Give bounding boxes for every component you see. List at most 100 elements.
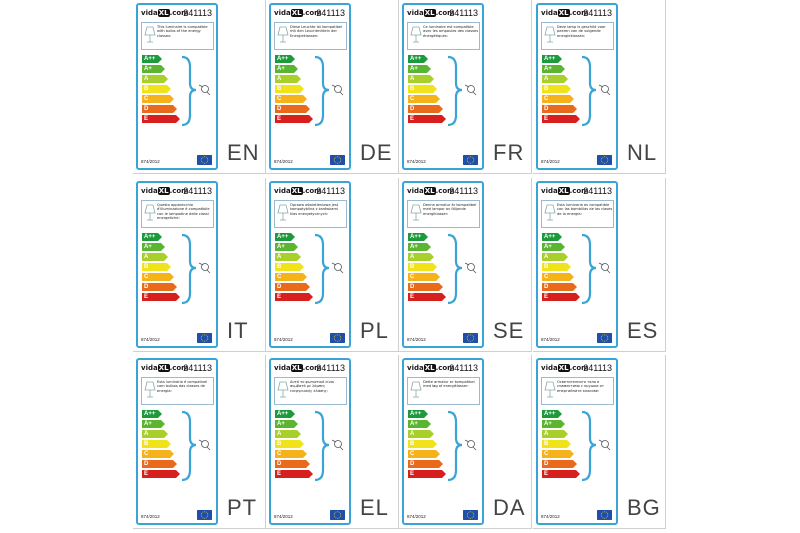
model-number: 241113 <box>583 8 612 18</box>
energy-class-bar: D <box>408 283 443 291</box>
regulation-number: 874/2012 <box>141 337 160 342</box>
energy-class-scale: A++ A+ A B C D E <box>408 233 448 303</box>
lamp-icon <box>544 381 556 398</box>
energy-class-bar: A++ <box>275 233 295 241</box>
brace-bulb-icon <box>314 410 344 482</box>
energy-class-letter: E <box>144 471 149 477</box>
model-number: 241113 <box>183 8 212 18</box>
energy-class-letter: A++ <box>544 411 556 417</box>
energy-class-letter: B <box>410 441 415 447</box>
energy-class-bar: E <box>408 470 446 478</box>
energy-class-letter: E <box>144 116 149 122</box>
energy-class-bar: B <box>275 440 304 448</box>
energy-class-bar: B <box>408 440 437 448</box>
energy-class-bar: E <box>142 293 180 301</box>
eu-flag-icon <box>597 510 612 520</box>
brace-bulb-icon <box>181 233 211 305</box>
energy-class-bar: D <box>542 460 577 468</box>
energy-label-cell-pt: vidaXL.com 241113 Esta luminária é compatí… <box>133 355 266 529</box>
energy-class-bar: A+ <box>408 65 431 73</box>
energy-class-letter: B <box>144 441 149 447</box>
brand-logo: vidaXL.com <box>274 364 322 372</box>
language-code: PL <box>360 318 389 343</box>
energy-class-letter: A++ <box>144 411 156 417</box>
energy-class-letter: A++ <box>144 234 156 240</box>
energy-class-letter: E <box>277 116 282 122</box>
energy-class-bar: A <box>408 75 434 83</box>
energy-label-cell-se: vidaXL.com 241113 Denna armatur är kompati… <box>399 178 532 352</box>
energy-class-scale: A++ A+ A B C D E <box>142 233 182 303</box>
model-number: 241113 <box>449 363 478 373</box>
language-code: EL <box>360 495 389 520</box>
model-number: 241113 <box>316 363 345 373</box>
brand-logo: vidaXL.com <box>274 9 322 17</box>
energy-class-bar: D <box>275 283 310 291</box>
energy-class-bar: D <box>275 460 310 468</box>
compatibility-statement: Esta luminaria es compatible con las bom… <box>557 203 613 216</box>
energy-class-letter: D <box>277 461 282 467</box>
energy-class-bar: D <box>142 105 177 113</box>
energy-label-card: vidaXL.com 241113 Осветителното тяло е съв… <box>536 358 618 525</box>
energy-class-letter: A <box>144 76 149 82</box>
compatibility-statement: Diese Leuchte ist kompatibel mit den Leu… <box>290 25 343 38</box>
energy-class-letter: A++ <box>277 56 289 62</box>
energy-class-bar: A++ <box>142 410 162 418</box>
compatibility-statement: Denna armatur är kompatibel med lampor a… <box>423 203 477 216</box>
brace-bulb-icon <box>314 55 344 127</box>
eu-flag-icon <box>197 333 212 343</box>
energy-label-card: vidaXL.com 241113 Questo apparecchio d'ill… <box>136 181 218 348</box>
energy-class-letter: A+ <box>277 244 285 250</box>
energy-class-letter: B <box>144 264 149 270</box>
energy-class-letter: C <box>544 274 549 280</box>
energy-class-bar: C <box>275 450 307 458</box>
eu-flag-icon <box>463 155 478 165</box>
language-code: NL <box>627 140 658 165</box>
energy-label-cell-es: vidaXL.com 241113 Esta luminaria es compat… <box>533 178 666 352</box>
energy-class-bar: A++ <box>542 233 562 241</box>
compatibility-statement-box: Осветителното тяло е съвместимо с крушки… <box>541 377 614 405</box>
energy-class-letter: A+ <box>410 244 418 250</box>
energy-class-bar: E <box>542 293 580 301</box>
energy-class-letter: D <box>144 284 149 290</box>
energy-class-bar: B <box>542 440 571 448</box>
energy-class-letter: D <box>544 461 549 467</box>
energy-class-letter: A <box>544 76 549 82</box>
brand-logo: vidaXL.com <box>141 9 189 17</box>
energy-class-letter: A++ <box>544 234 556 240</box>
energy-class-letter: E <box>277 471 282 477</box>
energy-class-letter: C <box>144 274 149 280</box>
brand-logo: vidaXL.com <box>541 187 589 195</box>
energy-class-bar: B <box>408 85 437 93</box>
energy-class-bar: D <box>142 460 177 468</box>
energy-label-card: vidaXL.com 241113 Ce luminaire est compati… <box>402 3 484 170</box>
language-code: FR <box>493 140 525 165</box>
energy-class-letter: B <box>144 86 149 92</box>
energy-class-bar: E <box>408 115 446 123</box>
energy-label-card: vidaXL.com 241113 Dette armatur er kompati… <box>402 358 484 525</box>
compatibility-statement-box: Dette armatur er kompatibel med løg af e… <box>407 377 480 405</box>
energy-class-bar: E <box>275 293 313 301</box>
energy-class-bar: B <box>142 440 171 448</box>
energy-label-card: vidaXL.com 241113 This luminaire is compat… <box>136 3 218 170</box>
energy-class-bar: A+ <box>408 243 431 251</box>
energy-class-bar: A++ <box>408 233 428 241</box>
eu-flag-icon <box>197 510 212 520</box>
energy-class-bar: C <box>275 273 307 281</box>
energy-class-bar: A+ <box>275 65 298 73</box>
energy-class-bar: A+ <box>275 420 298 428</box>
energy-class-letter: A <box>544 431 549 437</box>
compatibility-statement-box: Esta luminaria es compatible con las bom… <box>541 200 614 228</box>
energy-class-bar: B <box>275 85 304 93</box>
compatibility-statement-box: Denna armatur är kompatibel med lampor a… <box>407 200 480 228</box>
energy-class-scale: A++ A+ A B C D E <box>408 55 448 125</box>
energy-class-letter: C <box>544 451 549 457</box>
energy-class-bar: C <box>542 450 574 458</box>
compatibility-statement-box: Deze lamp is geschikt voor peeren van de… <box>541 22 614 50</box>
energy-class-bar: A+ <box>408 420 431 428</box>
energy-class-bar: E <box>275 470 313 478</box>
compatibility-statement-box: Esta luminária é compatível com bulbos d… <box>141 377 214 405</box>
lamp-icon <box>544 204 556 221</box>
energy-class-letter: A++ <box>544 56 556 62</box>
energy-class-bar: C <box>142 450 174 458</box>
